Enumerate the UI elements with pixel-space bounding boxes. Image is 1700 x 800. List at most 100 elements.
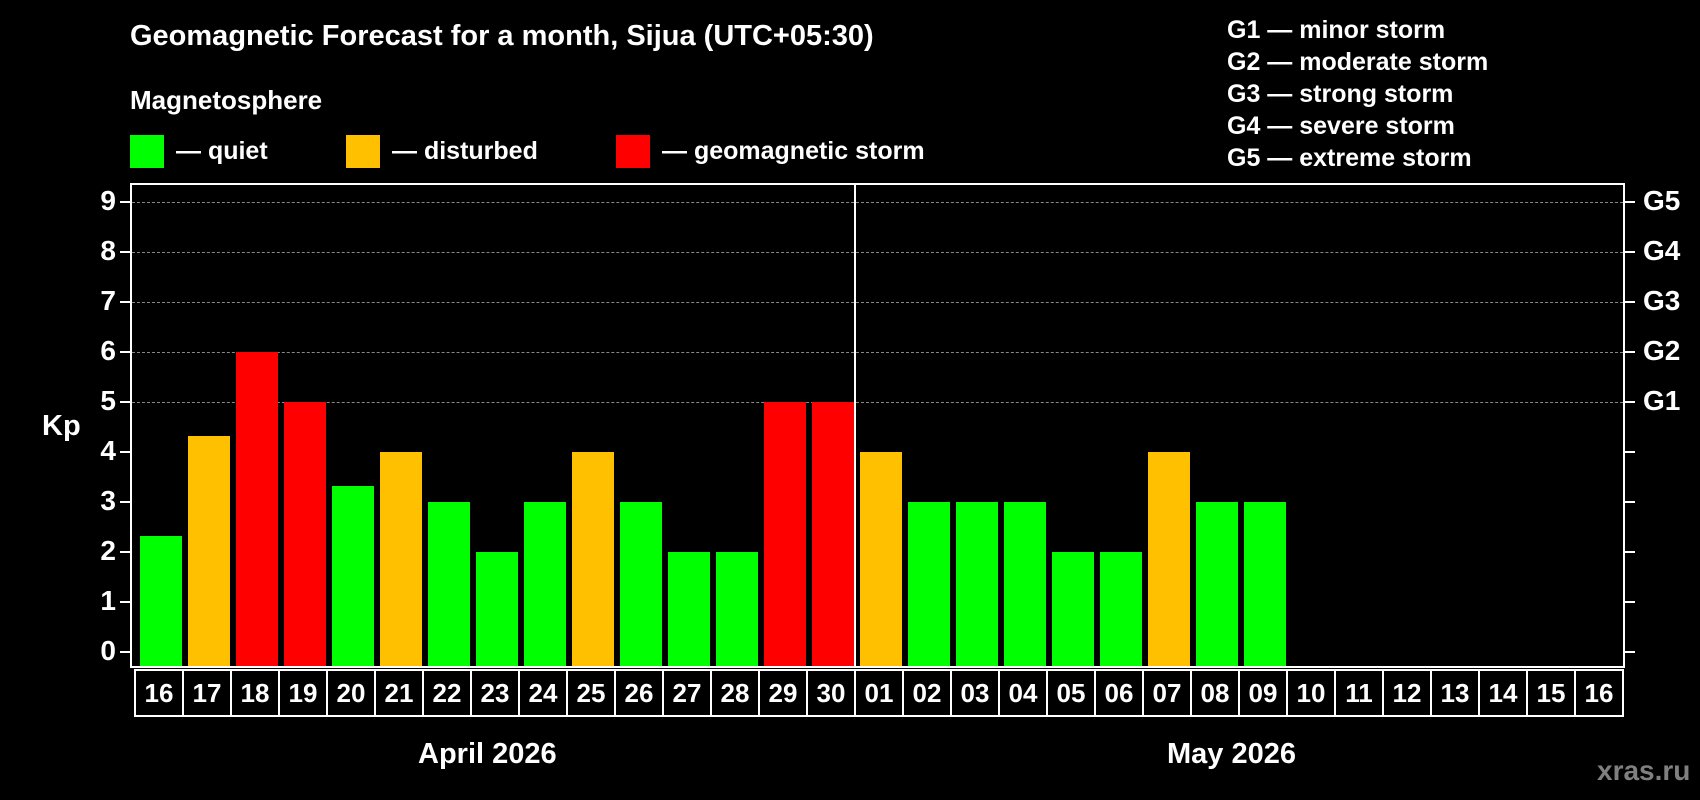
y-tick-label: 0 bbox=[100, 635, 116, 666]
date-cell: 14 bbox=[1480, 671, 1528, 715]
y-tick-right bbox=[1625, 301, 1635, 303]
date-cell: 07 bbox=[1144, 671, 1192, 715]
y-tick-label: 3 bbox=[100, 485, 116, 516]
date-cell: 16 bbox=[136, 671, 184, 715]
legend-quiet: — quiet bbox=[130, 134, 268, 168]
date-cell: 27 bbox=[664, 671, 712, 715]
month-label-april: April 2026 bbox=[418, 738, 557, 770]
y-tick-right bbox=[1625, 451, 1635, 453]
date-cell: 12 bbox=[1384, 671, 1432, 715]
y-tick-label: 6 bbox=[100, 335, 116, 366]
chart-title: Geomagnetic Forecast for a month, Sijua … bbox=[130, 20, 874, 52]
date-cell: 19 bbox=[280, 671, 328, 715]
bar-01 bbox=[860, 452, 902, 666]
date-cell: 01 bbox=[856, 671, 904, 715]
y-tick-label: 2 bbox=[100, 535, 116, 566]
bar-26 bbox=[620, 502, 662, 666]
bar-03 bbox=[956, 502, 998, 666]
date-cell: 23 bbox=[472, 671, 520, 715]
bar-30 bbox=[812, 402, 854, 666]
y-tick-label: 8 bbox=[100, 235, 116, 266]
bar-17 bbox=[188, 435, 230, 666]
gridline bbox=[132, 352, 1623, 353]
date-cell: 26 bbox=[616, 671, 664, 715]
bar-08 bbox=[1196, 502, 1238, 666]
month-label-may: May 2026 bbox=[1167, 738, 1296, 770]
y-tick bbox=[120, 401, 130, 403]
y-tick-label: 4 bbox=[100, 435, 116, 466]
y-tick-label: 5 bbox=[100, 385, 116, 416]
y-tick-right bbox=[1625, 501, 1635, 503]
y-tick-right bbox=[1625, 401, 1635, 403]
bar-24 bbox=[524, 502, 566, 666]
date-cell: 06 bbox=[1096, 671, 1144, 715]
y-tick-right bbox=[1625, 351, 1635, 353]
date-cell: 08 bbox=[1192, 671, 1240, 715]
y-tick-label: 1 bbox=[100, 585, 116, 616]
date-cell: 21 bbox=[376, 671, 424, 715]
g-tick-label: G2 bbox=[1643, 335, 1681, 366]
y-tick bbox=[120, 651, 130, 653]
bar-23 bbox=[476, 552, 518, 666]
bar-22 bbox=[428, 502, 470, 666]
y-tick-label: 7 bbox=[100, 285, 116, 316]
g2-legend: G2 — moderate storm bbox=[1227, 48, 1489, 76]
g-tick-label: G3 bbox=[1643, 285, 1681, 316]
bar-02 bbox=[908, 502, 950, 666]
g-tick-label: G5 bbox=[1643, 185, 1681, 216]
date-cell: 05 bbox=[1048, 671, 1096, 715]
bar-27 bbox=[668, 552, 710, 666]
y-tick bbox=[120, 301, 130, 303]
watermark: xras.ru bbox=[1597, 755, 1691, 786]
date-cell: 15 bbox=[1528, 671, 1576, 715]
y-tick-right bbox=[1625, 201, 1635, 203]
y-axis-label: Kp bbox=[42, 410, 81, 442]
y-tick bbox=[120, 601, 130, 603]
date-cell: 20 bbox=[328, 671, 376, 715]
date-cell: 10 bbox=[1288, 671, 1336, 715]
y-tick bbox=[120, 451, 130, 453]
y-tick-right bbox=[1625, 251, 1635, 253]
bar-28 bbox=[716, 552, 758, 666]
y-tick bbox=[120, 251, 130, 253]
bar-19 bbox=[284, 402, 326, 666]
bar-04 bbox=[1004, 502, 1046, 666]
date-cell: 11 bbox=[1336, 671, 1384, 715]
gridline bbox=[132, 202, 1623, 203]
bar-20 bbox=[332, 485, 374, 666]
date-cell: 13 bbox=[1432, 671, 1480, 715]
y-tick-right bbox=[1625, 601, 1635, 603]
g3-legend: G3 — strong storm bbox=[1227, 80, 1454, 108]
date-cell: 30 bbox=[808, 671, 856, 715]
g4-legend: G4 — severe storm bbox=[1227, 112, 1455, 140]
y-tick bbox=[120, 551, 130, 553]
g5-legend: G5 — extreme storm bbox=[1227, 144, 1472, 172]
legend-storm-label: — geomagnetic storm bbox=[662, 136, 925, 165]
g-tick-label: G1 bbox=[1643, 385, 1681, 416]
g-tick-label: G4 bbox=[1643, 235, 1681, 266]
y-tick-right bbox=[1625, 651, 1635, 653]
y-tick-label: 9 bbox=[100, 185, 116, 216]
date-cell: 24 bbox=[520, 671, 568, 715]
legend-disturbed-label: — disturbed bbox=[392, 136, 538, 165]
date-row: 16 17 18 19 20 21 22 23 24 25 26 27 28 29 30 01 02 03 04 05… bbox=[134, 669, 1624, 717]
bar-05 bbox=[1052, 552, 1094, 666]
gridline bbox=[132, 252, 1623, 253]
y-tick bbox=[120, 201, 130, 203]
g1-legend: G1 — minor storm bbox=[1227, 16, 1446, 44]
date-cell: 09 bbox=[1240, 671, 1288, 715]
date-cell: 18 bbox=[232, 671, 280, 715]
date-cell: 25 bbox=[568, 671, 616, 715]
y-tick-right bbox=[1625, 551, 1635, 553]
gridline bbox=[132, 402, 1623, 403]
legend-disturbed: — disturbed bbox=[346, 134, 538, 168]
date-cell: 04 bbox=[1000, 671, 1048, 715]
date-cell: 22 bbox=[424, 671, 472, 715]
quiet-swatch bbox=[130, 134, 164, 168]
plot-area bbox=[130, 183, 1625, 668]
bar-09 bbox=[1244, 502, 1286, 666]
legend-quiet-label: — quiet bbox=[176, 136, 268, 165]
date-cell: 17 bbox=[184, 671, 232, 715]
bar-18 bbox=[236, 352, 278, 666]
bar-29 bbox=[764, 402, 806, 666]
